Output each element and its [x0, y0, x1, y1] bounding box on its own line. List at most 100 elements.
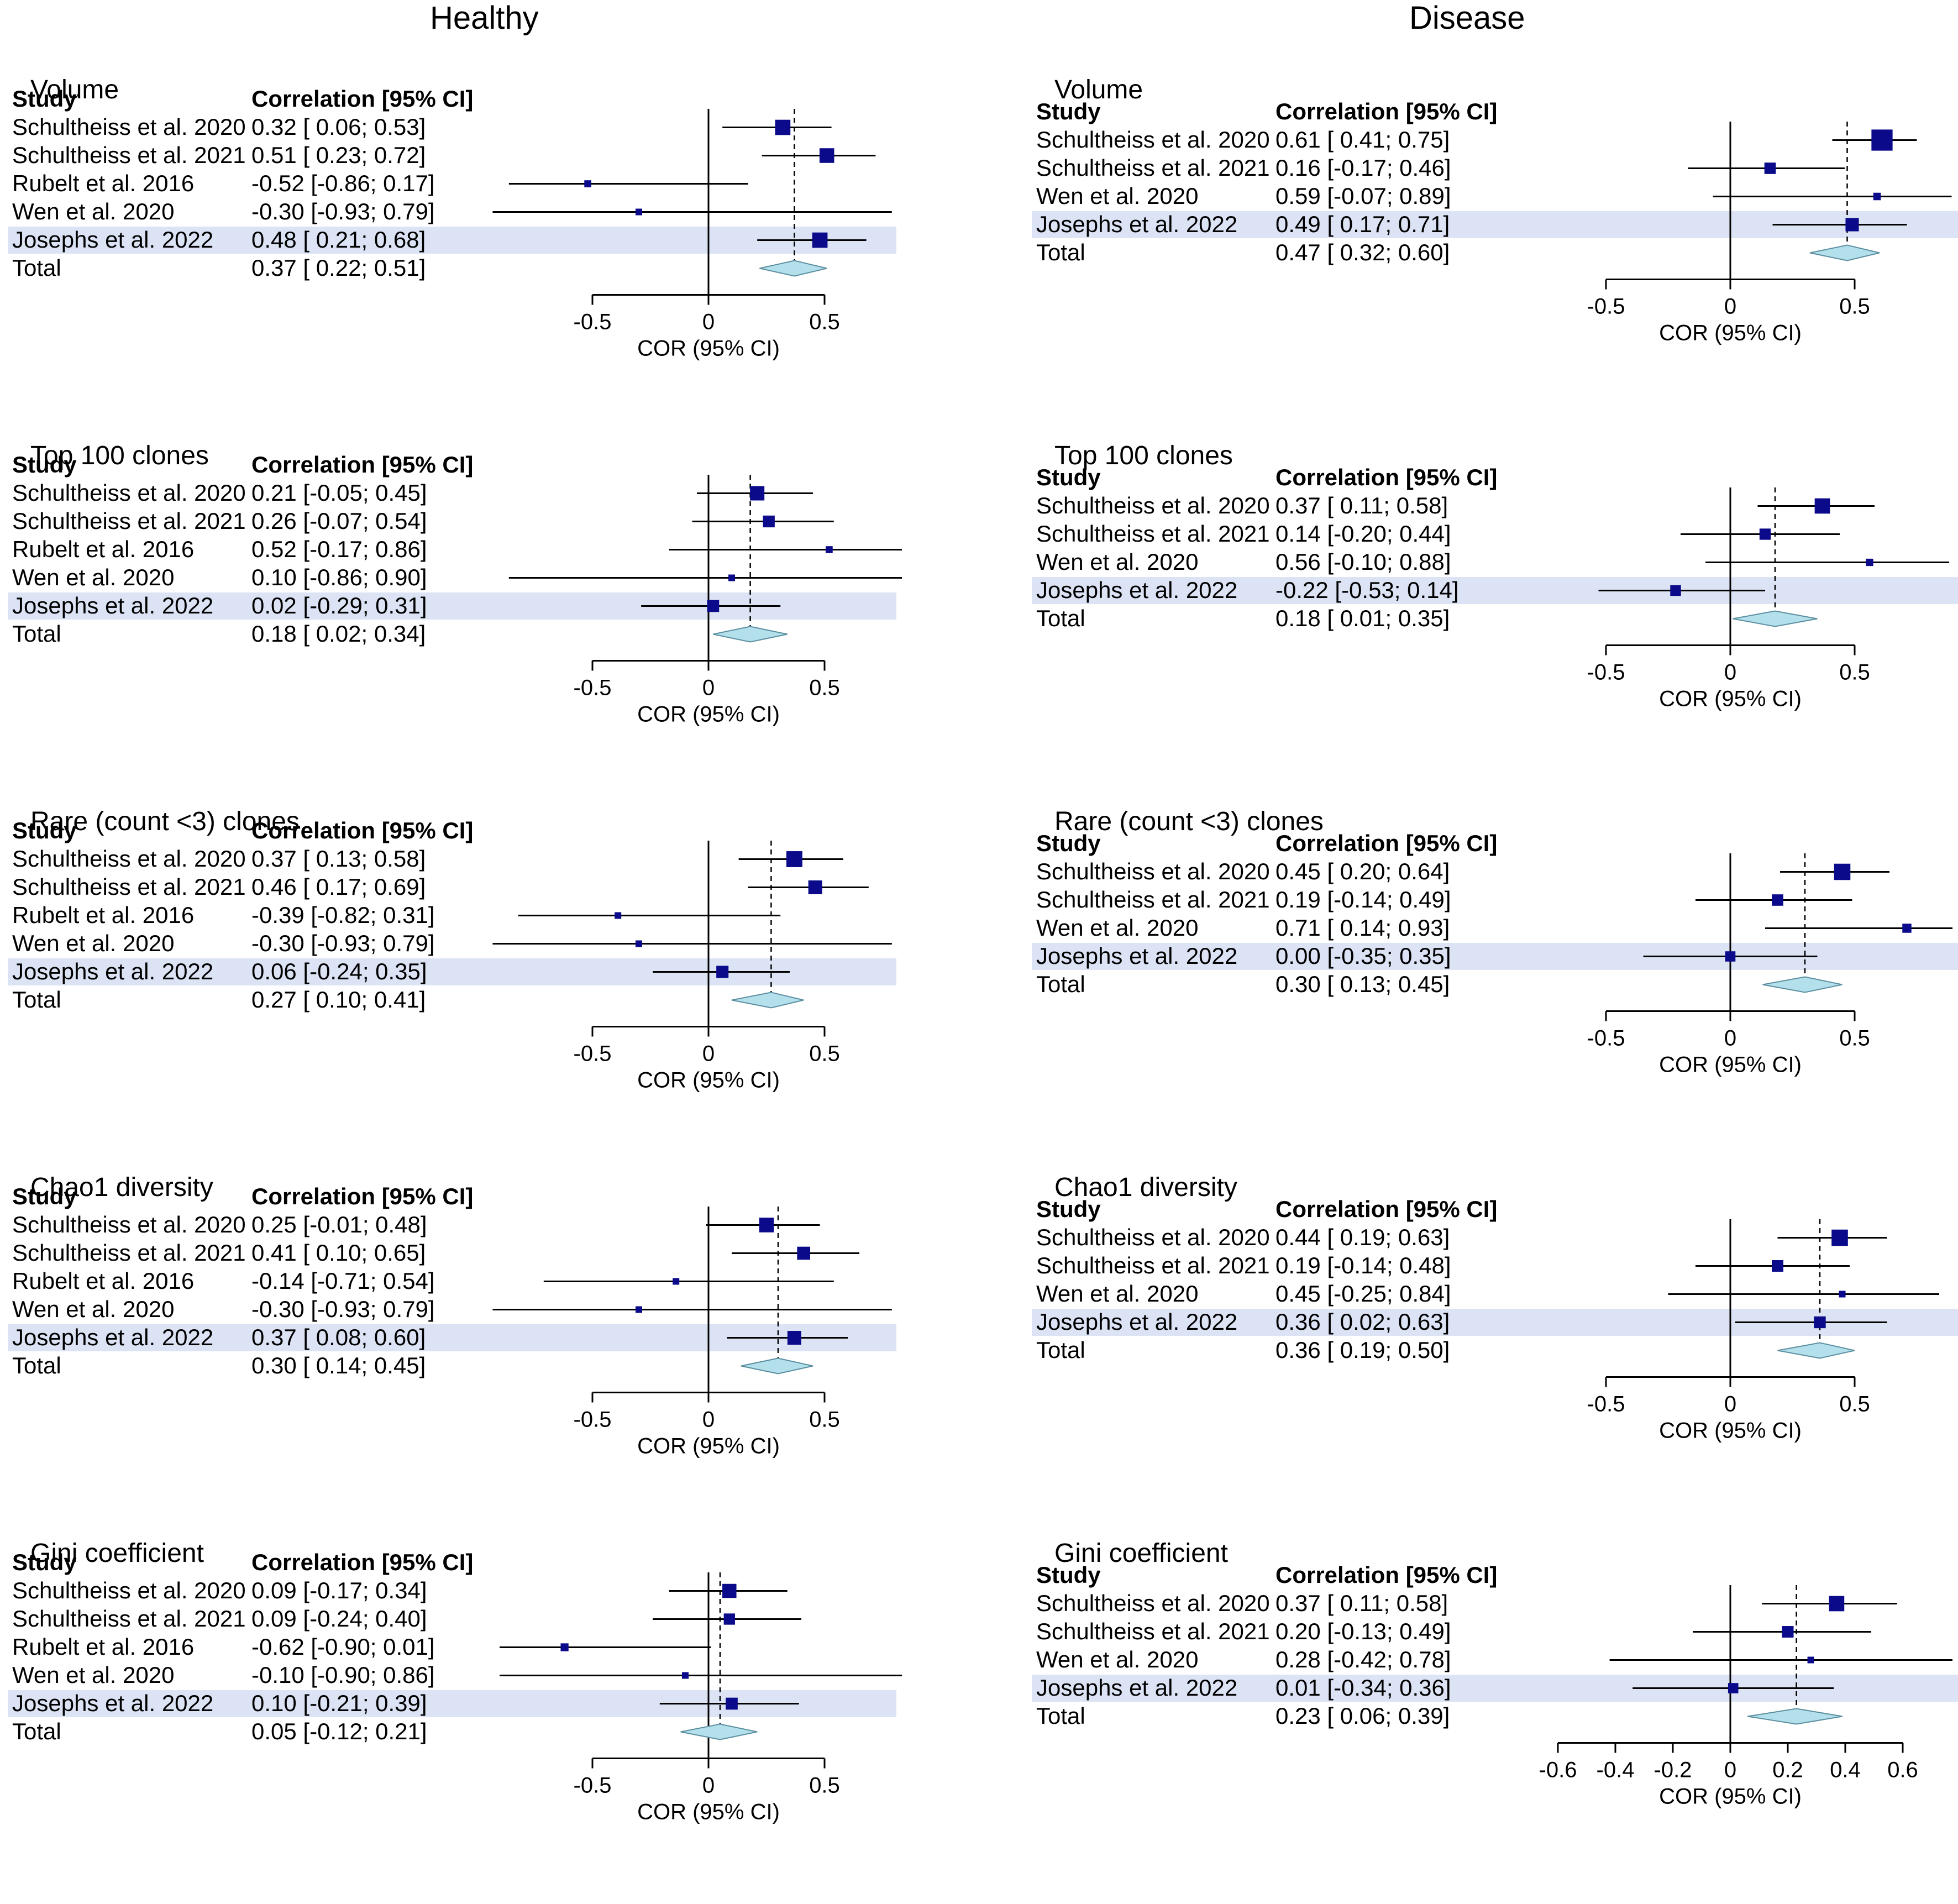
study-name: Josephs et al. 2022 — [1036, 1675, 1238, 1701]
estimate-ci: 0.30 [ 0.13; 0.45] — [1275, 971, 1450, 997]
estimate-square — [1764, 162, 1776, 174]
estimate-ci: -0.30 [-0.93; 0.79] — [251, 198, 435, 224]
study-name: Total — [1036, 1337, 1085, 1363]
total-row: Total 0.37 [ 0.22; 0.51] — [0, 254, 979, 282]
study-name: Josephs et al. 2022 — [1036, 211, 1238, 237]
x-tick-label: -0.6 — [1539, 1758, 1577, 1782]
estimate-square — [560, 1643, 569, 1651]
study-name: Schultheiss et al. 2020 — [12, 1211, 246, 1237]
x-tick-label: 0.5 — [1839, 1392, 1870, 1417]
study-name: Wen et al. 2020 — [12, 1296, 175, 1322]
forest-plot-svg: -0.5 0 0.5 COR (95% CI) — [1587, 1219, 1939, 1443]
forest-plot-svg: -0.5 0 0.5 COR (95% CI) — [492, 1207, 892, 1459]
estimate-ci: 0.28 [-0.42; 0.78] — [1275, 1646, 1451, 1672]
estimate-square — [615, 912, 622, 919]
study-row: Rubelt et al. 2016 -0.39 [-0.82; 0.31] — [0, 901, 979, 929]
forest-panel-healthy-rare-count-3-clones: Rare (count <3) clones Study Correlation [… — [0, 806, 979, 1172]
estimate-square — [1807, 1656, 1814, 1664]
study-name: Wen et al. 2020 — [1036, 1281, 1199, 1307]
total-row: Total 0.30 [ 0.14; 0.45] — [0, 1352, 979, 1380]
estimate-square — [763, 515, 775, 528]
x-axis-label: COR (95% CI) — [637, 1434, 780, 1459]
pooled-diamond — [731, 992, 804, 1009]
total-row: Total 0.27 [ 0.10; 0.41] — [0, 986, 979, 1014]
header-study: Study — [1036, 464, 1101, 490]
estimate-square — [1728, 1683, 1739, 1693]
study-row: Schultheiss et al. 2020 0.37 [ 0.11; 0.58… — [1024, 1590, 1958, 1617]
estimate-square — [636, 208, 642, 216]
header-study: Study — [12, 1183, 77, 1209]
pooled-diamond — [713, 626, 788, 643]
estimate-ci: 0.18 [ 0.02; 0.34] — [251, 621, 426, 647]
x-tick-label: 0 — [1724, 295, 1736, 319]
x-tick-label: 0 — [702, 310, 715, 334]
estimate-ci: 0.25 [-0.01; 0.48] — [251, 1211, 427, 1237]
estimate-ci: 0.27 [ 0.10; 0.41] — [251, 987, 426, 1013]
estimate-ci: 0.56 [-0.10; 0.88] — [1275, 549, 1451, 575]
estimate-square — [787, 1331, 801, 1345]
forest-panel-disease-rare-count-3-clones: Rare (count <3) clones Study Correlation [… — [1024, 806, 1958, 1172]
study-row: Wen et al. 2020 0.56 [-0.10; 0.88] — [1024, 548, 1958, 576]
study-name: Schultheiss et al. 2021 — [12, 142, 246, 168]
study-name: Schultheiss et al. 2021 — [1036, 1252, 1270, 1278]
estimate-ci: 0.10 [-0.86; 0.90] — [251, 564, 427, 590]
x-tick-label: 0 — [1724, 660, 1736, 685]
study-row: Schultheiss et al. 2020 0.21 [-0.05; 0.45… — [0, 479, 979, 507]
study-row: Josephs et al. 2022 0.06 [-0.24; 0.35] — [0, 958, 979, 985]
study-name: Schultheiss et al. 2020 — [12, 480, 246, 506]
estimate-square — [1902, 924, 1912, 933]
pooled-diamond — [1762, 976, 1842, 993]
estimate-ci: 0.37 [ 0.22; 0.51] — [251, 255, 426, 281]
estimate-square — [1725, 951, 1736, 962]
estimate-ci: 0.32 [ 0.06; 0.53] — [251, 114, 426, 140]
study-name: Wen et al. 2020 — [12, 1662, 175, 1688]
x-tick-label: 0.5 — [1839, 660, 1870, 685]
column-title-disease: Disease — [1409, 0, 1525, 36]
estimate-ci: 0.26 [-0.07; 0.54] — [251, 508, 427, 534]
estimate-ci: 0.30 [ 0.14; 0.45] — [251, 1352, 426, 1378]
highlight-band — [1032, 577, 1958, 604]
header-study: Study — [1036, 830, 1101, 856]
study-row: Schultheiss et al. 2021 0.20 [-0.13; 0.49… — [1024, 1618, 1958, 1645]
estimate-ci: 0.49 [ 0.17; 0.71] — [1275, 211, 1450, 237]
study-row: Josephs et al. 2022 0.36 [ 0.02; 0.63] — [1024, 1308, 1958, 1336]
estimate-ci: 0.36 [ 0.02; 0.63] — [1275, 1309, 1450, 1335]
estimate-square — [636, 940, 642, 947]
x-tick-label: -0.5 — [1587, 295, 1625, 319]
x-tick-label: 0.5 — [809, 676, 840, 700]
estimate-ci: 0.10 [-0.21; 0.39] — [251, 1690, 427, 1716]
estimate-square — [673, 1278, 680, 1285]
study-name: Wen et al. 2020 — [12, 930, 175, 956]
estimate-ci: 0.21 [-0.05; 0.45] — [251, 480, 427, 506]
estimate-square — [1873, 192, 1881, 201]
total-row: Total 0.23 [ 0.06; 0.39] — [1024, 1702, 1958, 1730]
study-name: Schultheiss et al. 2021 — [12, 874, 246, 900]
estimate-square — [716, 966, 729, 978]
pooled-diamond — [1733, 610, 1818, 627]
estimate-square — [1814, 498, 1830, 514]
study-row: Josephs et al. 2022 0.02 [-0.29; 0.31] — [0, 592, 979, 620]
estimate-ci: 0.05 [-0.12; 0.21] — [251, 1718, 427, 1744]
estimate-ci: 0.23 [ 0.06; 0.39] — [1275, 1703, 1450, 1729]
estimate-ci: -0.22 [-0.53; 0.14] — [1275, 577, 1459, 603]
estimate-ci: 0.61 [ 0.41; 0.75] — [1275, 127, 1450, 153]
estimate-ci: -0.10 [-0.90; 0.86] — [251, 1662, 435, 1688]
header-estimate: Correlation [95% CI] — [1275, 1196, 1498, 1222]
study-row: Josephs et al. 2022 0.00 [-0.35; 0.35] — [1024, 942, 1958, 970]
study-row: Josephs et al. 2022 0.01 [-0.34; 0.36] — [1024, 1674, 1958, 1702]
pooled-diamond — [741, 1357, 813, 1375]
panel-title: Gini coefficient — [30, 1539, 204, 1568]
study-row: Wen et al. 2020 0.45 [-0.25; 0.84] — [1024, 1280, 1958, 1308]
study-name: Rubelt et al. 2016 — [12, 1268, 195, 1294]
header-study: Study — [1036, 98, 1101, 124]
study-name: Josephs et al. 2022 — [12, 958, 214, 984]
estimate-ci: 0.18 [ 0.01; 0.35] — [1275, 605, 1450, 631]
study-row: Wen et al. 2020 -0.30 [-0.93; 0.79] — [0, 198, 979, 225]
pooled-diamond — [680, 1723, 758, 1740]
x-tick-label: 0.5 — [809, 1774, 840, 1798]
header-estimate: Correlation [95% CI] — [1275, 1562, 1498, 1588]
total-row: Total 0.36 [ 0.19; 0.50] — [1024, 1336, 1958, 1364]
estimate-ci: 0.47 [ 0.32; 0.60] — [1275, 239, 1450, 265]
x-tick-label: -0.5 — [574, 1774, 612, 1798]
header-estimate: Correlation [95% CI] — [1275, 464, 1498, 490]
